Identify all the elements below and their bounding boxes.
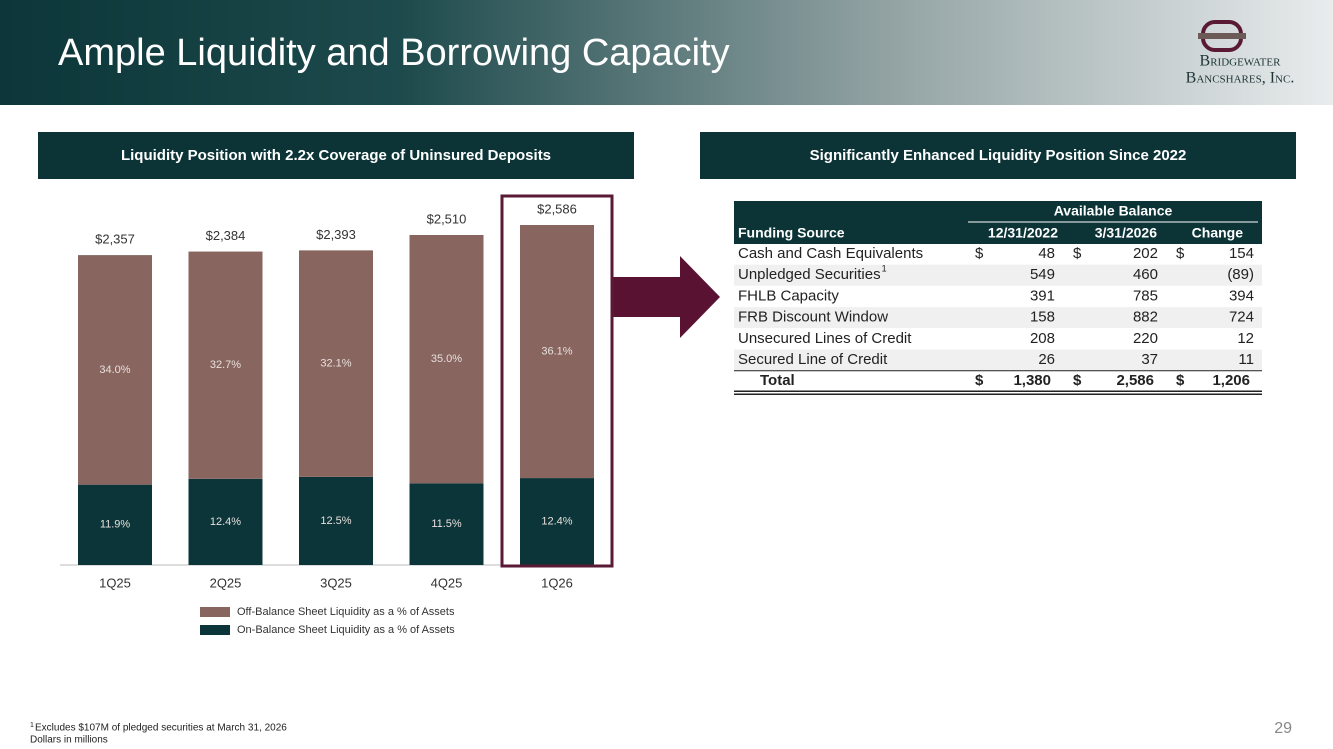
data-label: 32.7% xyxy=(210,359,241,371)
row-label: Cash and Cash Equivalents xyxy=(738,245,923,262)
data-label: 11.5% xyxy=(431,518,462,530)
legend-label: On-Balance Sheet Liquidity as a % of Ass… xyxy=(237,624,455,636)
row-shade xyxy=(734,349,1262,371)
bar-segment xyxy=(78,484,152,565)
slide-title: Ample Liquidity and Borrowing Capacity xyxy=(58,32,730,74)
highlight-box xyxy=(500,194,614,568)
x-tick-label: 3Q25 xyxy=(320,575,352,590)
total-label: Total xyxy=(760,372,795,389)
row-label: FRB Discount Window xyxy=(738,309,888,326)
data-label: 12.4% xyxy=(210,516,241,528)
cell: 460 xyxy=(1133,266,1158,283)
total-label: $2,510 xyxy=(427,211,467,226)
bar-segment xyxy=(409,483,484,565)
footnote-marker: 1 xyxy=(30,722,34,729)
row-shade xyxy=(734,264,1262,286)
section-header xyxy=(38,132,634,179)
row-label: Unpledged Securities xyxy=(738,266,881,283)
bar-segment xyxy=(188,251,263,479)
row-shade xyxy=(734,307,1262,329)
cell: 154 xyxy=(1229,245,1254,262)
legend-label: Off-Balance Sheet Liquidity as a % of As… xyxy=(237,606,455,618)
cell: (89) xyxy=(1227,266,1254,283)
footnote-marker: 1 xyxy=(882,264,887,274)
legend-swatch xyxy=(200,607,230,617)
total-label: $2,586 xyxy=(537,201,577,216)
total-cell: 2,586 xyxy=(1116,372,1154,389)
group-header: Available Balance xyxy=(1054,203,1173,219)
row-label: FHLB Capacity xyxy=(738,287,839,304)
x-tick-label: 4Q25 xyxy=(431,575,463,590)
bar-segment xyxy=(188,478,263,565)
section-header xyxy=(700,132,1296,179)
data-label: 12.4% xyxy=(541,515,572,527)
arrow xyxy=(612,256,720,338)
cell: 11 xyxy=(1238,351,1254,368)
column-header: Change xyxy=(1192,225,1244,241)
logo: Bridgewater Bancshares, Inc. xyxy=(1186,20,1295,87)
total-label: $2,393 xyxy=(316,227,356,242)
data-label: 36.1% xyxy=(541,345,572,357)
total-cell: 1,380 xyxy=(1013,372,1051,389)
bar-segment xyxy=(409,234,484,484)
footnote: Dollars in millions xyxy=(30,735,108,746)
bar-segment xyxy=(299,250,373,477)
bar-segment xyxy=(78,255,152,485)
data-label: 12.5% xyxy=(320,515,351,527)
logo-text: Bancshares, Inc. xyxy=(1186,70,1295,87)
column-header: 3/31/2026 xyxy=(1095,225,1157,241)
cell: 48 xyxy=(1038,245,1055,262)
x-tick-label: 2Q25 xyxy=(210,575,242,590)
footnote: Excludes $107M of pledged securities at … xyxy=(35,723,287,734)
logo-bar xyxy=(1198,33,1246,39)
cell: 785 xyxy=(1133,287,1158,304)
bar-segment xyxy=(520,478,594,565)
total-label: $2,357 xyxy=(95,232,135,247)
total-cell: 1,206 xyxy=(1212,372,1250,389)
cell: 882 xyxy=(1133,309,1158,326)
data-label: 11.9% xyxy=(100,519,131,531)
currency: $ xyxy=(1073,245,1082,262)
total-label: $2,384 xyxy=(206,228,246,243)
cell: 158 xyxy=(1030,309,1055,326)
x-tick-label: 1Q25 xyxy=(99,575,131,590)
chart-title: Liquidity Position with 2.2x Coverage of… xyxy=(121,147,551,164)
currency: $ xyxy=(975,372,984,389)
currency: $ xyxy=(1176,245,1185,262)
data-label: 32.1% xyxy=(320,358,351,370)
page-number: 29 xyxy=(1274,720,1292,737)
logo-text: Bridgewater xyxy=(1200,53,1282,70)
table-title: Significantly Enhanced Liquidity Positio… xyxy=(810,147,1187,164)
currency: $ xyxy=(975,245,984,262)
cell: 37 xyxy=(1141,351,1158,368)
cell: 208 xyxy=(1030,330,1055,347)
row-label: Secured Line of Credit xyxy=(738,351,888,368)
cell: 394 xyxy=(1229,287,1254,304)
column-header: 12/31/2022 xyxy=(988,225,1058,241)
cell: 202 xyxy=(1133,245,1158,262)
data-label: 34.0% xyxy=(99,364,130,376)
data-label: 35.0% xyxy=(431,353,462,365)
cell: 549 xyxy=(1030,266,1055,283)
cell: 724 xyxy=(1229,309,1254,326)
legend-swatch xyxy=(200,625,230,635)
cell: 220 xyxy=(1133,330,1158,347)
cell: 391 xyxy=(1030,287,1055,304)
cell: 12 xyxy=(1237,330,1254,347)
currency: $ xyxy=(1073,372,1082,389)
row-label: Unsecured Lines of Credit xyxy=(738,330,912,347)
column-header: Funding Source xyxy=(738,225,845,241)
x-tick-label: 1Q26 xyxy=(541,575,573,590)
cell: 26 xyxy=(1038,351,1055,368)
bar-segment xyxy=(520,225,594,479)
header-band xyxy=(0,0,1333,105)
bar-segment xyxy=(299,476,373,565)
currency: $ xyxy=(1176,372,1185,389)
